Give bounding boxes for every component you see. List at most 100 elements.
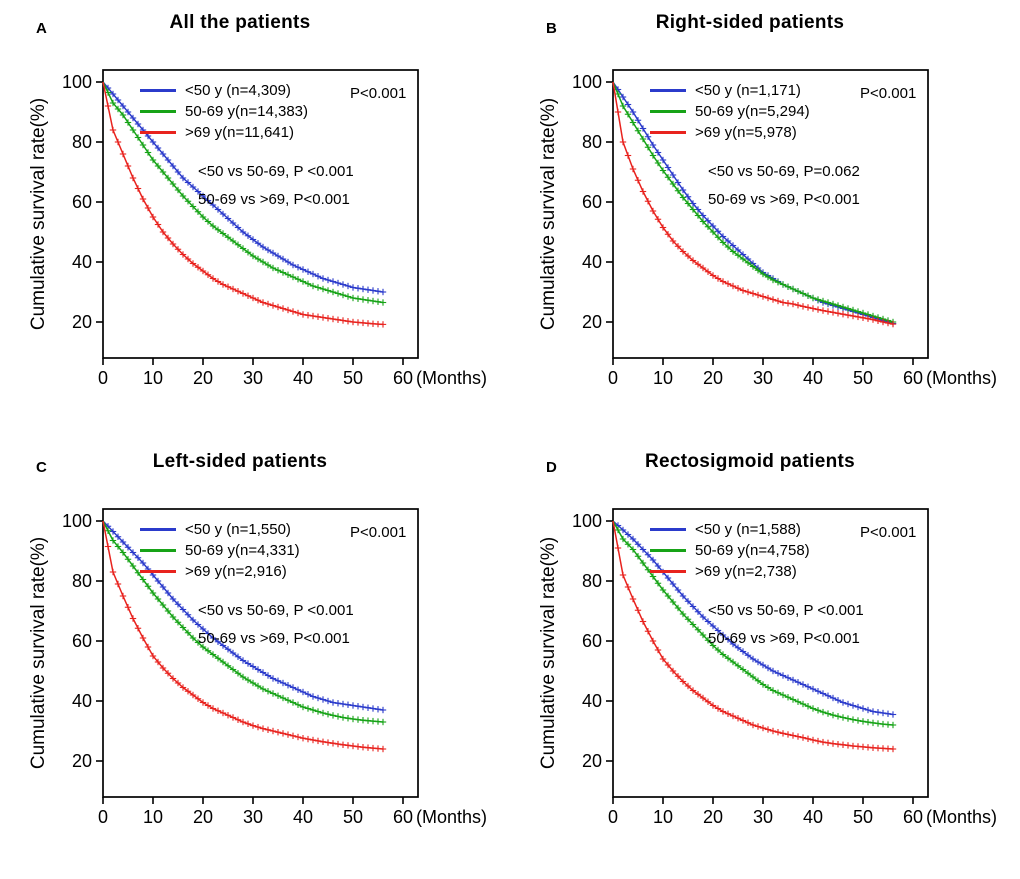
svg-text:20: 20 — [703, 807, 723, 827]
svg-text:40: 40 — [72, 252, 92, 272]
legend-label-gt69: >69 y(n=2,916) — [185, 563, 287, 580]
svg-text:50: 50 — [343, 807, 363, 827]
overall-p-value: P<0.001 — [350, 85, 407, 102]
legend-label-50-69: 50-69 y(n=4,758) — [695, 542, 810, 559]
comparison-1: <50 vs 50-69, P <0.001 — [198, 163, 354, 180]
survival-plot: Cumulative survival rate(%) 0 10 20 30 40 50 6… — [28, 508, 487, 827]
svg-text:0: 0 — [98, 807, 108, 827]
svg-text:80: 80 — [582, 132, 602, 152]
panel-right-sided: B Right-sided patients Cumulative surviv… — [510, 0, 1020, 440]
legend-row: >69 y(n=2,738) — [650, 561, 810, 582]
legend-row: >69 y(n=5,978) — [650, 122, 810, 143]
svg-text:20: 20 — [72, 751, 92, 771]
survival-plot: Cumulative survival rate(%) 0 10 20 30 40 50 6… — [538, 508, 997, 827]
legend-label-lt50: <50 y (n=1,550) — [185, 521, 291, 538]
overall-p-value: P<0.001 — [350, 524, 407, 541]
svg-text:40: 40 — [803, 807, 823, 827]
svg-text:60: 60 — [72, 631, 92, 651]
legend-row: 50-69 y(n=5,294) — [650, 101, 810, 122]
legend-row: <50 y (n=1,171) — [650, 80, 810, 101]
svg-text:10: 10 — [143, 368, 163, 388]
panel-title: All the patients — [169, 12, 311, 33]
svg-text:30: 30 — [753, 368, 773, 388]
svg-text:80: 80 — [582, 571, 602, 591]
panel-letter: A — [36, 20, 47, 37]
legend-row: 50-69 y(n=4,758) — [650, 540, 810, 561]
panel-letter: B — [546, 20, 557, 37]
y-axis-label: Cumulative survival rate(%) — [28, 98, 49, 330]
panel-letter: C — [36, 459, 47, 476]
svg-text:40: 40 — [582, 252, 602, 272]
comparison-1: <50 vs 50-69, P <0.001 — [198, 602, 354, 619]
legend-swatch-gt69-line — [650, 570, 686, 573]
legend-swatch-lt50-line — [650, 528, 686, 531]
svg-text:0: 0 — [608, 807, 618, 827]
survival-plot: Cumulative survival rate(%) 0 10 20 30 40 50 6… — [28, 69, 487, 388]
svg-text:40: 40 — [803, 368, 823, 388]
panel-title: Left-sided patients — [152, 451, 328, 472]
svg-text:20: 20 — [193, 368, 213, 388]
legend: <50 y (n=1,171) 50-69 y(n=5,294) >69 y(n… — [650, 80, 810, 143]
panel-letter: D — [546, 459, 557, 476]
legend: <50 y (n=1,588) 50-69 y(n=4,758) >69 y(n… — [650, 519, 810, 582]
legend-swatch-50-69-line — [140, 110, 176, 113]
svg-text:40: 40 — [72, 691, 92, 711]
svg-text:(Months): (Months) — [416, 368, 487, 388]
legend-swatch-lt50-line — [140, 528, 176, 531]
survival-plot: Cumulative survival rate(%) 0 10 20 30 40 50 6… — [538, 69, 997, 388]
svg-text:100: 100 — [62, 72, 92, 92]
legend-label-lt50: <50 y (n=1,171) — [695, 82, 801, 99]
pairwise-comparisons: <50 vs 50-69, P=0.062 50-69 vs >69, P<0.… — [708, 158, 860, 214]
legend-label-50-69: 50-69 y(n=4,331) — [185, 542, 300, 559]
legend-label-gt69: >69 y(n=11,641) — [185, 124, 294, 141]
legend-row: >69 y(n=11,641) — [140, 122, 308, 143]
svg-text:50: 50 — [343, 368, 363, 388]
legend-label-gt69: >69 y(n=5,978) — [695, 124, 797, 141]
comparison-1: <50 vs 50-69, P=0.062 — [708, 163, 860, 180]
panel-rectosigmoid: D Rectosigmoid patients Cumulative survi… — [510, 439, 1020, 879]
comparison-2: 50-69 vs >69, P<0.001 — [198, 191, 350, 208]
legend-swatch-50-69-line — [650, 549, 686, 552]
legend-label-lt50: <50 y (n=1,588) — [695, 521, 801, 538]
panel-all-patients: A All the patients Cumulative survival r… — [0, 0, 510, 440]
legend-swatch-gt69-line — [140, 570, 176, 573]
legend-swatch-lt50-line — [650, 89, 686, 92]
legend-row: <50 y (n=1,588) — [650, 519, 810, 540]
svg-text:80: 80 — [72, 132, 92, 152]
svg-text:20: 20 — [582, 312, 602, 332]
legend-label-gt69: >69 y(n=2,738) — [695, 563, 797, 580]
overall-p-value: P<0.001 — [860, 524, 917, 541]
legend-row: 50-69 y(n=14,383) — [140, 101, 308, 122]
comparison-1: <50 vs 50-69, P <0.001 — [708, 602, 864, 619]
y-axis-label: Cumulative survival rate(%) — [28, 537, 49, 769]
svg-text:50: 50 — [853, 807, 873, 827]
svg-text:20: 20 — [193, 807, 213, 827]
legend-row: <50 y (n=4,309) — [140, 80, 308, 101]
legend-label-50-69: 50-69 y(n=5,294) — [695, 103, 810, 120]
svg-text:100: 100 — [572, 72, 602, 92]
svg-text:20: 20 — [703, 368, 723, 388]
svg-text:40: 40 — [293, 807, 313, 827]
svg-text:10: 10 — [653, 807, 673, 827]
legend-swatch-lt50-line — [140, 89, 176, 92]
legend-swatch-50-69-line — [650, 110, 686, 113]
svg-text:60: 60 — [582, 192, 602, 212]
legend-row: >69 y(n=2,916) — [140, 561, 300, 582]
panel-left-sided: C Left-sided patients Cumulative surviva… — [0, 439, 510, 879]
comparison-2: 50-69 vs >69, P<0.001 — [198, 630, 350, 647]
svg-text:40: 40 — [582, 691, 602, 711]
svg-text:50: 50 — [853, 368, 873, 388]
svg-text:60: 60 — [393, 807, 413, 827]
plot-area: Cumulative survival rate(%) 0 10 20 30 40 50 6… — [28, 497, 508, 873]
svg-text:60: 60 — [393, 368, 413, 388]
svg-text:80: 80 — [72, 571, 92, 591]
legend-row: 50-69 y(n=4,331) — [140, 540, 300, 561]
panel-title: Rectosigmoid patients — [644, 451, 856, 472]
svg-text:40: 40 — [293, 368, 313, 388]
svg-text:20: 20 — [72, 312, 92, 332]
pairwise-comparisons: <50 vs 50-69, P <0.001 50-69 vs >69, P<0… — [708, 597, 864, 653]
svg-text:60: 60 — [903, 807, 923, 827]
svg-text:100: 100 — [62, 511, 92, 531]
svg-text:60: 60 — [582, 631, 602, 651]
legend-swatch-gt69-line — [650, 131, 686, 134]
